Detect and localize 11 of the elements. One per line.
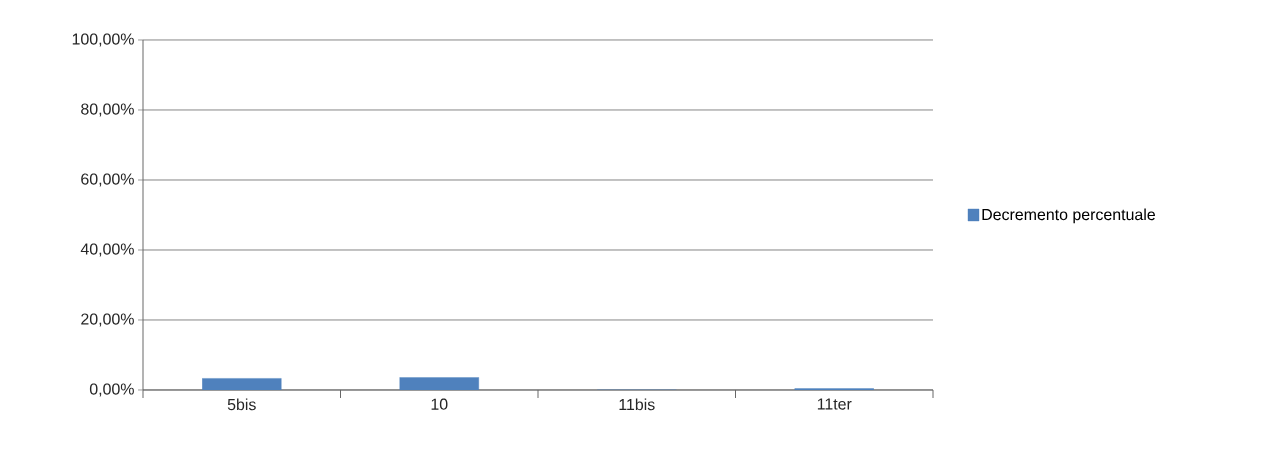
y-tick-label: 100,00% (72, 33, 134, 47)
x-tick-label: 5bis (227, 398, 256, 411)
y-tick-label: 20,00% (81, 313, 134, 327)
x-tick-label: 11ter (817, 398, 852, 410)
y-tick-label: 0,00% (89, 383, 134, 397)
x-tick-label: 11bis (619, 398, 655, 411)
legend-label: Decremento percentuale (982, 208, 1155, 224)
y-tick-label: 60,00% (81, 173, 134, 187)
y-tick-label: 80,00% (81, 103, 134, 117)
y-tick-label: 40,00% (80, 243, 134, 257)
x-tick-label: 10 (431, 398, 448, 410)
